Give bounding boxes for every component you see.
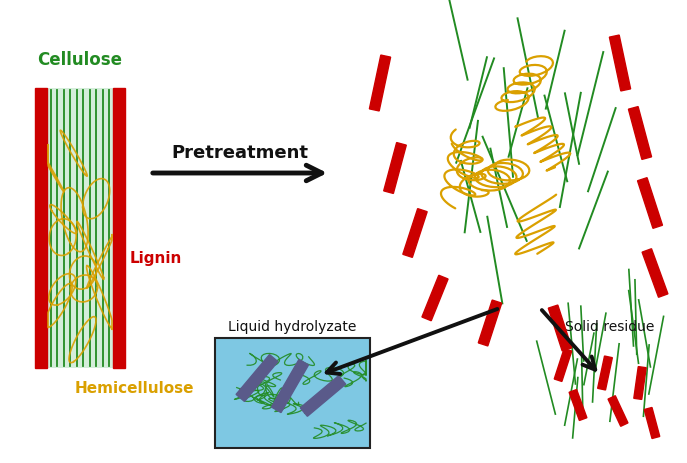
Polygon shape [271,360,308,413]
Bar [47,89,113,368]
Polygon shape [478,300,502,346]
Text: Hemicellulose: Hemicellulose [75,380,194,395]
Text: Solid residue: Solid residue [565,319,655,333]
Polygon shape [629,107,651,160]
Bar [215,338,370,448]
Polygon shape [370,56,391,112]
Text: Cellulose: Cellulose [38,51,122,69]
Polygon shape [642,249,668,298]
Polygon shape [634,367,646,400]
Polygon shape [422,275,448,321]
Polygon shape [609,36,631,92]
Polygon shape [608,396,628,426]
Text: Liquid hydrolyzate: Liquid hydrolyzate [228,319,357,333]
Polygon shape [638,178,662,229]
Polygon shape [569,390,587,420]
Text: Pretreatment: Pretreatment [172,144,308,162]
Polygon shape [554,349,572,382]
Polygon shape [644,407,660,438]
Polygon shape [598,356,612,390]
Polygon shape [300,376,346,416]
Polygon shape [384,143,406,194]
Polygon shape [236,355,278,401]
Polygon shape [548,306,572,351]
Bar [113,89,125,368]
Polygon shape [403,209,427,258]
Bar [35,89,47,368]
Text: Lignin: Lignin [130,251,182,266]
